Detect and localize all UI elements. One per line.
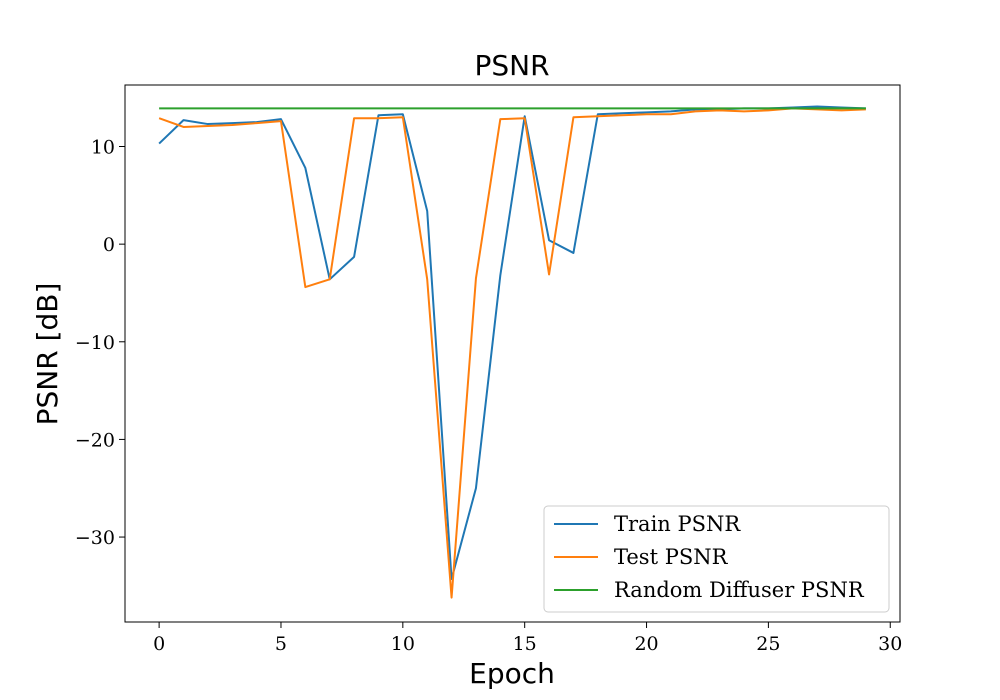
y-tick-label: 10 (91, 137, 115, 159)
y-axis-label: PSNR [dB] (31, 283, 64, 426)
x-tick-label: 20 (634, 633, 658, 655)
x-tick-label: 10 (391, 633, 415, 655)
x-tick-label: 30 (878, 633, 902, 655)
y-tick-label: −20 (75, 429, 115, 451)
x-tick-label: 5 (275, 633, 287, 655)
legend: Train PSNR Test PSNR Random Diffuser PSNR (543, 505, 890, 613)
legend-entry-0: Train PSNR (614, 512, 741, 536)
x-tick-label: 15 (513, 633, 537, 655)
legend-entry-1: Test PSNR (614, 545, 729, 569)
x-axis-label: Epoch (469, 657, 555, 690)
plot-area: 0 5 10 15 20 25 30 −30 −20 −10 0 10 (75, 84, 902, 655)
x-tick-label: 0 (153, 633, 165, 655)
series-line-1 (158, 107, 866, 599)
x-tick-label: 25 (756, 633, 780, 655)
legend-box (543, 505, 890, 613)
y-tick-label: −30 (75, 527, 115, 549)
legend-entry-2: Random Diffuser PSNR (614, 578, 865, 602)
y-tick-label: 0 (103, 234, 115, 256)
plot-frame (124, 84, 901, 623)
y-tick-label: −10 (75, 332, 115, 354)
chart-title: PSNR (474, 49, 549, 82)
